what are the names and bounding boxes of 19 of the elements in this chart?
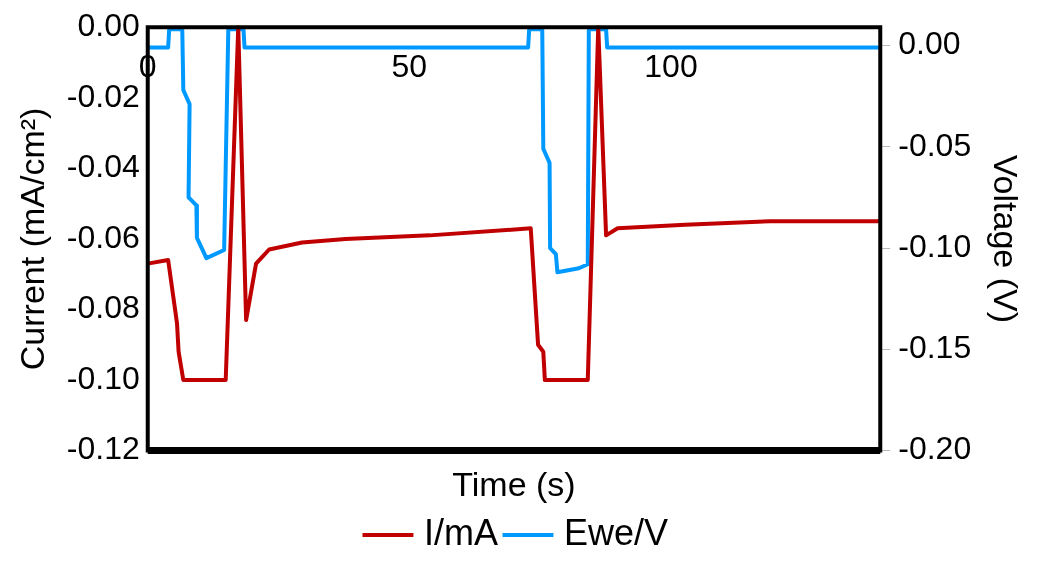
y2-axis-title: Voltage (V) xyxy=(987,154,1026,324)
y2-tick-label: 0.00 xyxy=(898,25,961,62)
y-tick-label: 0.00 xyxy=(77,7,140,44)
y2-tick-label: -0.05 xyxy=(898,126,972,163)
y2-tick-label: -0.20 xyxy=(898,430,972,467)
y-tick-label: -0.10 xyxy=(66,359,140,396)
y-tick-label: -0.04 xyxy=(66,148,140,185)
x-axis-title: Time (s) xyxy=(451,464,577,504)
y2-tick-label: -0.10 xyxy=(898,227,972,264)
y2-tick-label: -0.15 xyxy=(898,329,972,366)
legend-label: I/mA xyxy=(423,511,498,553)
y-tick-label: -0.02 xyxy=(66,77,140,114)
legend-label: Ewe/V xyxy=(563,511,669,553)
y-tick-label: -0.08 xyxy=(66,289,140,326)
y-tick-label: -0.12 xyxy=(66,430,140,467)
x-tick-label: 100 xyxy=(644,48,698,85)
y-tick-label: -0.06 xyxy=(66,218,140,255)
y-axis-title: Current (mA/cm²) xyxy=(12,107,51,371)
x-tick-label: 50 xyxy=(391,48,428,85)
